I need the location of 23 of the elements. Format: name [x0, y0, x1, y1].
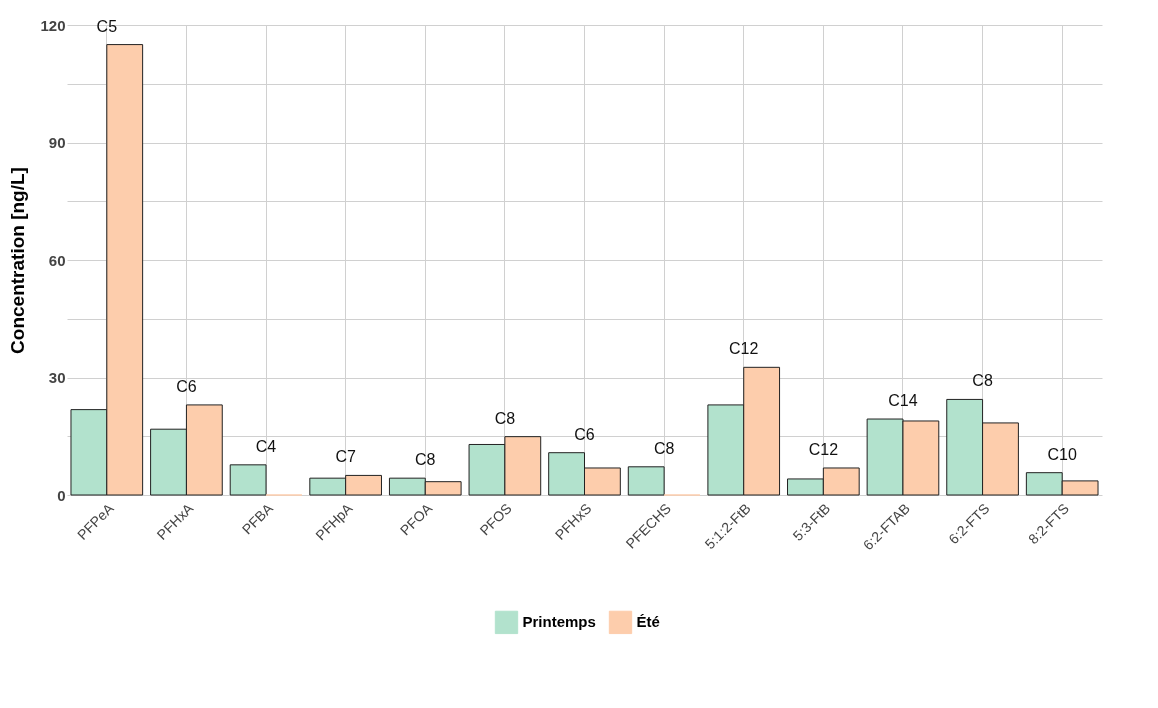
- y-tick-label: 120: [40, 16, 66, 34]
- annotation: C5: [96, 17, 118, 35]
- annotation: C14: [888, 392, 918, 410]
- annotation: C12: [808, 440, 839, 458]
- bar: [229, 464, 267, 496]
- legend-label: Printemps: [522, 613, 596, 631]
- y-tick-label: 30: [48, 369, 66, 386]
- annotation: C8: [972, 372, 993, 390]
- annotation: C8: [653, 439, 675, 457]
- legend-label: Été: [636, 613, 660, 631]
- annotation: C10: [1047, 445, 1077, 463]
- annotation: C6: [574, 425, 595, 443]
- y-axis-title: Concentration [ng/L]: [7, 167, 29, 354]
- y-tick-label: 0: [57, 486, 66, 504]
- y-tick-label: 90: [48, 134, 66, 151]
- annotation: C12: [729, 340, 759, 358]
- annotation: C7: [335, 448, 356, 466]
- annotation: C6: [176, 377, 197, 395]
- bar: [627, 466, 665, 496]
- y-tick-label: 60: [48, 251, 66, 269]
- annotation: C8: [415, 451, 436, 469]
- annotation: C4: [255, 437, 277, 455]
- annotation: C8: [494, 409, 516, 427]
